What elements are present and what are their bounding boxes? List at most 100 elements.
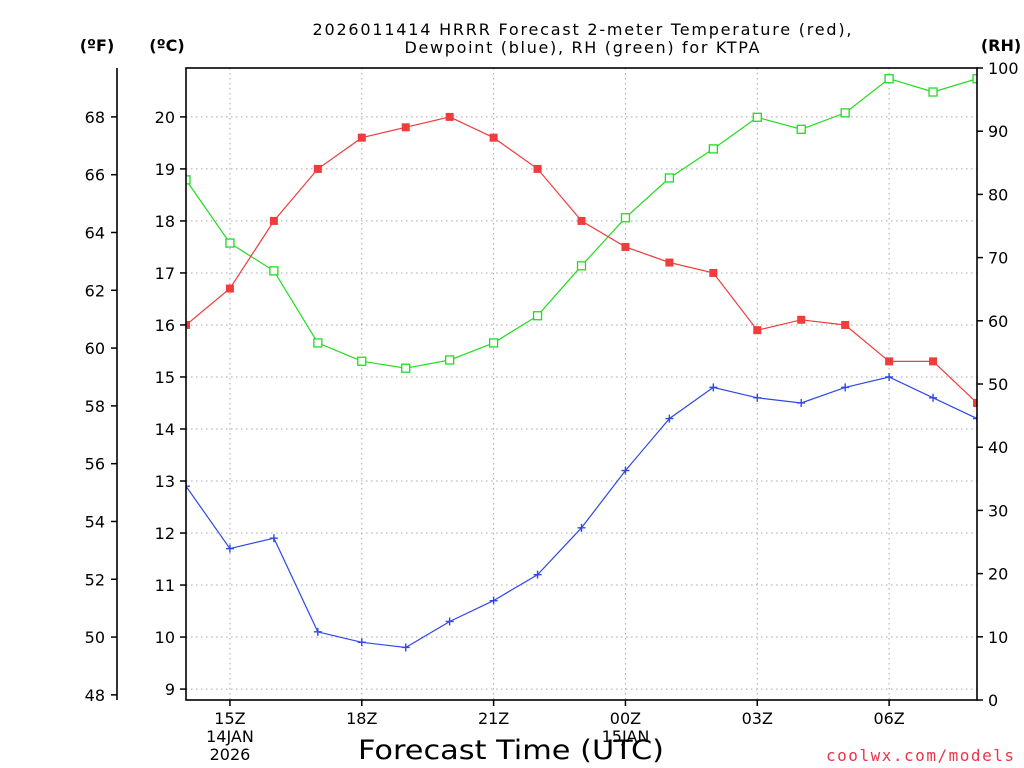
fahrenheit-tick-label: 48 (85, 686, 105, 705)
temperature-line (186, 116, 977, 404)
fahrenheit-tick-label: 60 (85, 339, 105, 358)
fahrenheit-tick-label: 50 (85, 628, 105, 647)
fahrenheit-tick-label: 64 (85, 223, 105, 242)
rh-tick-label: 40 (988, 438, 1008, 457)
celsius-tick-label: 18 (155, 212, 175, 231)
chart-title-line-1: 2026011414 HRRR Forecast 2-meter Tempera… (313, 20, 852, 39)
chart-title-line-2: Dewpoint (blue), RH (green) for KTPA (405, 38, 760, 57)
dewpoint-point (841, 383, 850, 392)
rh-point (532, 311, 543, 321)
temperature-point (313, 164, 322, 173)
rh-tick-label: 100 (988, 59, 1019, 78)
rh-point (620, 213, 631, 223)
rh-tick-label: 60 (988, 312, 1008, 331)
rh-point (225, 238, 235, 248)
dewpoint-point (973, 414, 977, 423)
rh-point (972, 74, 977, 84)
grid (186, 68, 977, 700)
dewpoint-point (186, 482, 190, 491)
rh-point (708, 144, 718, 154)
fahrenheit-tick-label: 66 (85, 166, 105, 185)
dewpoint-point (929, 393, 938, 402)
x-tick-label: 14JAN (206, 727, 254, 746)
rh-point (928, 87, 938, 97)
dewpoint-point (269, 534, 278, 543)
celsius-tick-label: 20 (155, 108, 175, 127)
rh-tick-label: 90 (988, 122, 1008, 141)
rh-point (445, 355, 455, 365)
celsius-tick-label: 12 (155, 524, 175, 543)
x-axis-title: Forecast Time (UTC) (358, 735, 664, 766)
temperature-point (577, 216, 586, 225)
rh-tick-label: 70 (988, 249, 1008, 268)
temperature-point (973, 398, 977, 407)
dewpoint-point (313, 627, 322, 636)
temperature-point (709, 268, 718, 277)
rh-tick-label: 80 (988, 185, 1008, 204)
dewpoint-point (621, 466, 630, 475)
celsius-tick-label: 15 (155, 368, 175, 387)
celsius-axis-label: (ºC) (149, 36, 184, 55)
axes: 48 50 52 54 56 58 60 62 64 66 68 9 10 11 12 13 14 15 16 17 1… (85, 59, 1019, 764)
x-tick-label: 03Z (742, 709, 773, 728)
fahrenheit-tick-label: 56 (85, 455, 105, 474)
temperature-point (489, 133, 498, 142)
fahrenheit-tick-label: 54 (85, 512, 105, 531)
dewpoint-point (445, 617, 454, 626)
temperature-point (269, 216, 278, 225)
celsius-tick-label: 16 (155, 316, 175, 335)
celsius-tick-label: 10 (155, 628, 175, 647)
fahrenheit-tick-label: 68 (85, 108, 105, 127)
x-tick-label: 06Z (873, 709, 904, 728)
celsius-tick-label: 17 (155, 264, 175, 283)
temperature-point (665, 258, 674, 267)
series-area (186, 74, 977, 652)
rh-point (752, 112, 762, 122)
x-tick-label: 21Z (478, 709, 509, 728)
rh-point (884, 74, 894, 84)
rh-point (576, 261, 587, 271)
x-tick-label: 18Z (346, 709, 377, 728)
fahrenheit-tick-label: 62 (85, 281, 105, 300)
rh-point (796, 124, 806, 134)
x-tick-label: 15JAN (602, 727, 650, 746)
temperature-point (533, 164, 542, 173)
rh-tick-label: 0 (988, 691, 998, 710)
dewpoint-point (357, 638, 366, 647)
temperature-point (401, 123, 410, 132)
temperature-point (445, 112, 454, 121)
dewpoint-point (489, 596, 498, 605)
dewpoint-point (753, 393, 762, 402)
x-tick-label: 2026 (210, 745, 251, 764)
rh-point (664, 173, 675, 183)
temperature-point (357, 133, 366, 142)
temperature-point (929, 357, 938, 366)
dewpoint-point (665, 414, 674, 423)
celsius-tick-label: 11 (155, 576, 175, 595)
x-tick-label: 00Z (610, 709, 641, 728)
rh-point (357, 356, 367, 366)
dewpoint-point (225, 544, 234, 553)
rh-point (488, 338, 499, 348)
dewpoint-point (797, 398, 806, 407)
temperature-point (621, 242, 630, 251)
temperature-point (186, 320, 190, 329)
dewpoint-point (533, 570, 542, 579)
celsius-tick-label: 13 (155, 472, 175, 491)
celsius-tick-label: 14 (155, 420, 175, 439)
rh-tick-label: 20 (988, 565, 1008, 584)
rh-axis-label: (RH) (981, 36, 1021, 55)
rh-point (186, 175, 191, 185)
rh-point (269, 266, 279, 276)
rh-tick-label: 10 (988, 628, 1008, 647)
dewpoint-line (186, 376, 977, 649)
celsius-tick-label: 19 (155, 160, 175, 179)
dewpoint-point (709, 383, 718, 392)
rh-point (401, 363, 411, 373)
rh-tick-label: 30 (988, 501, 1008, 520)
rh-point (840, 108, 850, 118)
credit: coolwx.com/models (826, 746, 1014, 765)
fahrenheit-axis-label: (ºF) (80, 36, 115, 55)
rh-point (313, 338, 323, 348)
